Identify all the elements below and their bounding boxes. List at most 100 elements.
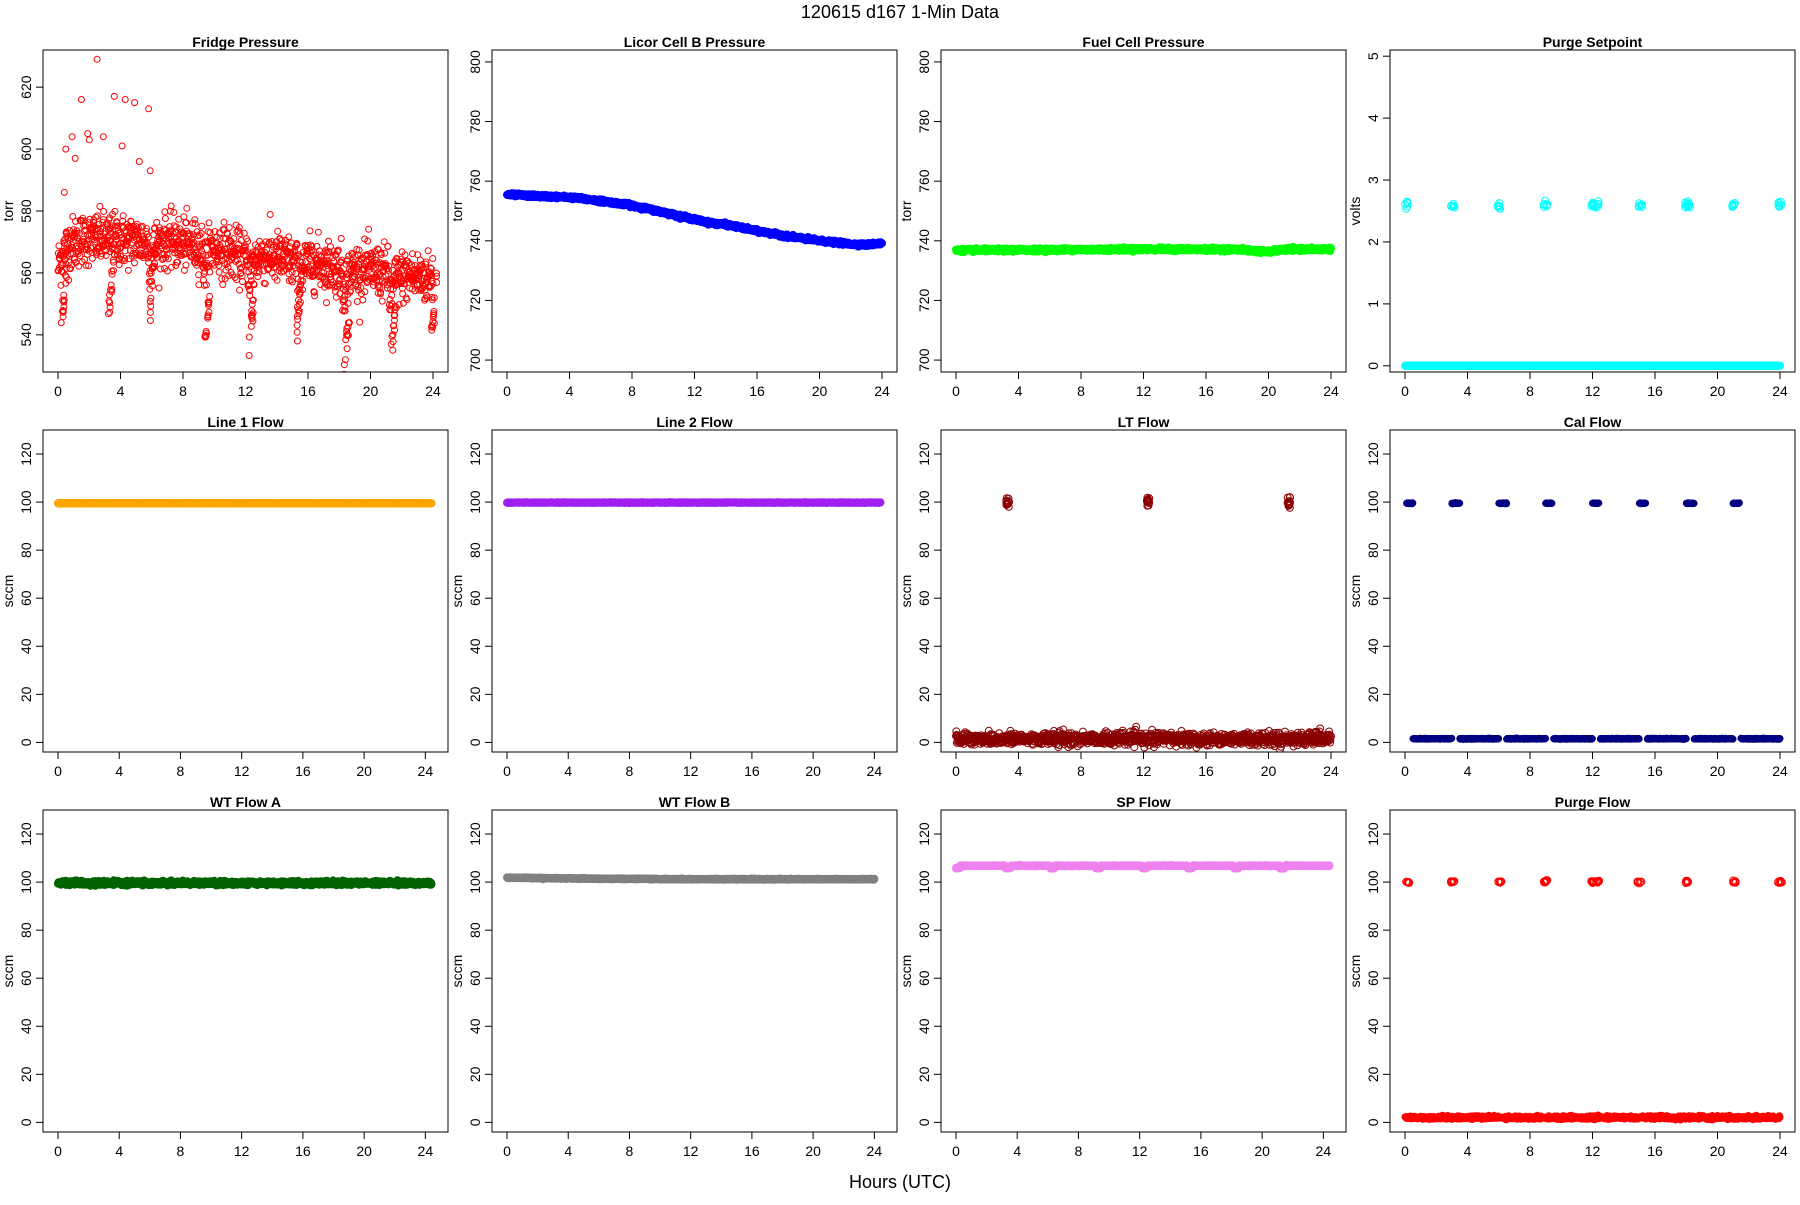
data-point bbox=[360, 297, 366, 303]
panel-title: Fuel Cell Pressure bbox=[1082, 34, 1204, 50]
y-tick-label: 800 bbox=[467, 50, 483, 74]
data-point bbox=[430, 256, 436, 262]
data-point bbox=[206, 220, 212, 226]
data-point bbox=[294, 338, 300, 344]
data-points bbox=[953, 243, 1335, 256]
data-point bbox=[101, 209, 107, 215]
data-points bbox=[55, 56, 440, 377]
data-point bbox=[344, 346, 350, 352]
data-point bbox=[94, 56, 100, 62]
data-point bbox=[267, 212, 273, 218]
x-tick-label: 8 bbox=[1077, 383, 1085, 399]
data-point bbox=[119, 143, 125, 149]
data-point bbox=[307, 228, 313, 234]
x-tick-label: 24 bbox=[874, 383, 890, 399]
x-tick-label: 24 bbox=[425, 383, 441, 399]
data-point bbox=[147, 168, 153, 174]
data-point bbox=[156, 285, 162, 291]
y-tick-label: 600 bbox=[18, 137, 34, 161]
figure-title: 120615 d167 1-Min Data bbox=[801, 2, 1000, 22]
data-points bbox=[1402, 197, 1785, 369]
x-tick-label: 20 bbox=[1261, 383, 1277, 399]
plot-frame bbox=[941, 50, 1346, 372]
y-tick-label: 760 bbox=[916, 169, 932, 193]
data-point bbox=[216, 269, 222, 275]
data-point bbox=[246, 353, 252, 359]
x-tick-label: 16 bbox=[1198, 383, 1214, 399]
data-point bbox=[275, 228, 281, 234]
data-point bbox=[199, 223, 205, 229]
data-point bbox=[63, 265, 69, 271]
data-point bbox=[72, 155, 78, 161]
data-point bbox=[147, 310, 153, 316]
x-tick-label: 12 bbox=[1136, 383, 1152, 399]
data-point bbox=[171, 209, 177, 215]
y-tick-label: 720 bbox=[916, 289, 932, 313]
x-tick-label: 24 bbox=[1323, 383, 1339, 399]
data-point bbox=[362, 289, 368, 295]
y-tick-label: 740 bbox=[916, 229, 932, 253]
data-point bbox=[69, 134, 75, 140]
data-point bbox=[312, 293, 318, 299]
data-point bbox=[85, 131, 91, 137]
data-point bbox=[94, 213, 100, 219]
y-tick-label: 760 bbox=[467, 169, 483, 193]
x-tick-label: 8 bbox=[179, 383, 187, 399]
y-tick-label: 780 bbox=[467, 110, 483, 134]
y-tick-label: 580 bbox=[18, 199, 34, 223]
x-tick-label: 12 bbox=[687, 383, 703, 399]
data-point bbox=[221, 219, 227, 225]
data-point bbox=[385, 243, 391, 249]
data-point bbox=[183, 262, 189, 268]
data-point bbox=[136, 159, 142, 165]
x-tick-label: 0 bbox=[503, 383, 511, 399]
data-point bbox=[390, 347, 396, 353]
data-point bbox=[324, 300, 330, 306]
x-tick-label: 0 bbox=[952, 383, 960, 399]
data-point bbox=[63, 146, 69, 152]
data-point bbox=[333, 294, 339, 300]
x-tick-label: 12 bbox=[238, 383, 254, 399]
data-point bbox=[162, 216, 168, 222]
data-point bbox=[86, 137, 92, 143]
data-point bbox=[338, 236, 344, 242]
data-point bbox=[425, 248, 431, 254]
plot-frame bbox=[492, 50, 897, 372]
data-point bbox=[111, 93, 117, 99]
data-point bbox=[61, 189, 67, 195]
data-point bbox=[1328, 245, 1335, 252]
y-tick-label: 800 bbox=[916, 50, 932, 74]
panel-title: Licor Cell B Pressure bbox=[624, 34, 766, 50]
y-tick-label: 560 bbox=[18, 261, 34, 285]
data-point bbox=[147, 318, 153, 324]
y-tick-label: 720 bbox=[467, 289, 483, 313]
data-point bbox=[237, 287, 243, 293]
panel-title: Fridge Pressure bbox=[192, 34, 299, 50]
y-tick-label: 700 bbox=[467, 348, 483, 372]
x-tick-label: 8 bbox=[628, 383, 636, 399]
x-tick-label: 0 bbox=[54, 383, 62, 399]
x-tick-label: 4 bbox=[566, 383, 574, 399]
y-axis-label: torr bbox=[449, 200, 465, 221]
data-point bbox=[315, 229, 321, 235]
data-point bbox=[125, 267, 131, 273]
data-point bbox=[100, 134, 106, 140]
y-tick-label: 780 bbox=[916, 110, 932, 134]
data-points bbox=[504, 190, 886, 251]
data-point bbox=[146, 106, 152, 112]
x-tick-label: 16 bbox=[300, 383, 316, 399]
data-point bbox=[246, 334, 252, 340]
data-point bbox=[400, 291, 406, 297]
y-tick-label: 540 bbox=[18, 323, 34, 347]
data-point bbox=[382, 250, 388, 256]
x-tick-label: 16 bbox=[749, 383, 765, 399]
y-axis-label: torr bbox=[0, 200, 16, 221]
data-point bbox=[248, 323, 254, 329]
